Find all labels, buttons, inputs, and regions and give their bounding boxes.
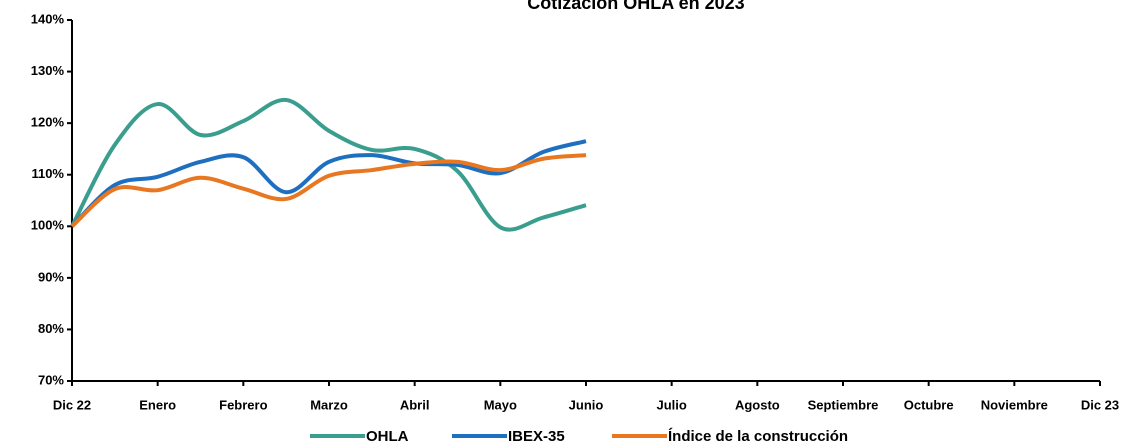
y-tick-label: 110% (31, 166, 64, 181)
series-line (70, 97, 587, 232)
series-line (70, 153, 587, 228)
y-tick-label: 130% (31, 63, 65, 78)
y-tick-label: 100% (31, 218, 65, 233)
chart-title: Cotización OHLA en 2023 (527, 0, 744, 13)
x-tick-label: Abril (400, 397, 430, 412)
x-tick-label: Febrero (219, 397, 267, 412)
x-tick-label: Marzo (310, 397, 348, 412)
y-tick-label: 120% (31, 115, 65, 130)
x-tick-label: Agosto (735, 397, 780, 412)
x-tick-label: Octubre (904, 397, 954, 412)
x-tick-label: Dic 23 (1081, 397, 1119, 412)
x-tick-label: Noviembre (981, 397, 1048, 412)
y-tick-label: 70% (38, 372, 64, 387)
y-tick-label: 140% (31, 11, 65, 26)
legend-label: IBEX-35 (508, 428, 565, 445)
legend-label: Índice de la construcción (668, 428, 848, 445)
legend-label: OHLA (366, 428, 409, 445)
x-tick-label: Enero (139, 397, 176, 412)
series-line (70, 139, 587, 228)
y-tick-label: 80% (38, 321, 64, 336)
y-tick-label: 90% (38, 269, 64, 284)
x-tick-label: Septiembre (808, 397, 879, 412)
x-tick-label: Dic 22 (53, 397, 91, 412)
x-tick-label: Mayo (484, 397, 517, 412)
x-tick-label: Junio (569, 397, 604, 412)
x-tick-label: Julio (656, 397, 686, 412)
